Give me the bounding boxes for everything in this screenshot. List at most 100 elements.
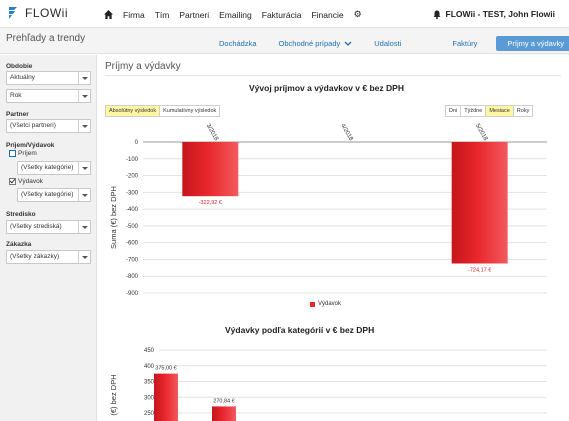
zakazka-label: Zákazka	[6, 241, 32, 248]
chevron-down-icon	[78, 90, 90, 102]
nav-emailing[interactable]: Emailing	[219, 9, 252, 20]
top-navbar: FLOWii Firma Tím Partneri Emailing Faktu…	[0, 0, 569, 28]
chart2-y-axis-label: (€) bez DPH	[109, 374, 118, 415]
vydavok-checkbox-row[interactable]: Výdavok	[9, 178, 43, 185]
chart1-y-tick-label: -800	[126, 274, 139, 280]
chart1-bar	[182, 142, 239, 197]
chart2-y-tick-label: 450	[144, 348, 155, 354]
flowii-logo-icon	[9, 7, 17, 19]
divider	[105, 75, 561, 76]
vydavok-category-select[interactable]: (Všetky kategórie)	[17, 188, 91, 202]
result-type-toggle: Absolútny výsledok Kumulatívny výsledok	[105, 105, 221, 117]
nav-tim[interactable]: Tím	[154, 9, 170, 20]
period-months-button[interactable]: Mesiace	[486, 105, 514, 117]
sub-header: Prehľady a trendy Dochádzka Obchodné prí…	[0, 28, 569, 54]
zakazka-select[interactable]: (Všetky zákazky)	[6, 250, 91, 264]
nav-partneri[interactable]: Partneri	[179, 9, 210, 20]
nav-financie[interactable]: Financie	[311, 9, 344, 20]
user-name: FLOWii - TEST, John Flowii	[445, 9, 555, 19]
period-days-button[interactable]: Dni	[445, 105, 462, 117]
stredisko-select[interactable]: (Všetky strediská)	[6, 220, 91, 234]
period-years-button[interactable]: Roky	[513, 105, 534, 117]
obdobie-unit-value: Rok	[10, 92, 22, 99]
chart2-y-tick-label: 350	[144, 380, 155, 386]
chart2-data-label: 375,00 €	[155, 366, 176, 372]
chart1-y-tick-label: -600	[126, 241, 139, 247]
prijem-checkbox-row[interactable]: Príjem	[9, 150, 37, 157]
prijem-vydavok-label: Príjem/Výdavok	[6, 142, 55, 149]
chart2-expenses-by-category: 450 400 350 300 250 (€) bez DPH 375,00 € 270,84…	[109, 348, 547, 421]
chart1-y-axis-label: Suma (€) bez DPH	[109, 186, 118, 249]
stredisko-label: Stredisko	[6, 211, 36, 218]
app-logo[interactable]: FLOWii	[8, 6, 68, 20]
chart1-y-tick-label: -900	[126, 291, 139, 297]
chart1-y-tick-label: 0	[135, 140, 139, 146]
cumulative-result-button[interactable]: Kumulatívny výsledok	[160, 105, 221, 117]
obdobie-select[interactable]: Aktuálny	[6, 71, 91, 85]
main-nav: Firma Tím Partneri Emailing Fakturácia F…	[104, 9, 362, 20]
app-name: FLOWii	[25, 6, 68, 20]
chevron-down-icon	[78, 251, 90, 263]
partner-select[interactable]: (Všetci partneri)	[6, 119, 91, 133]
nav-firma[interactable]: Firma	[123, 9, 145, 20]
chart1-y-tick-label: -400	[126, 207, 139, 213]
chart2-y-tick-label: 250	[144, 411, 155, 417]
obdobie-label: Obdobie	[6, 63, 33, 70]
nav-fakturacia[interactable]: Fakturácia	[261, 9, 302, 20]
tab-faktury[interactable]: Faktúry	[452, 39, 478, 48]
home-icon[interactable]	[104, 9, 113, 19]
section-title: Príjmy a výdavky	[105, 61, 181, 72]
chart2-data-label: 270,84 €	[213, 398, 234, 404]
zakazka-value: (Všetky zákazky)	[10, 253, 60, 260]
vydavok-label: Výdavok	[18, 178, 43, 185]
chart1-y-tick-label: -100	[126, 157, 139, 163]
chart1-y-tick-label: -700	[126, 257, 139, 263]
tab-prijmy-a-vydavky[interactable]: Príjmy a výdavky	[496, 36, 569, 51]
absolute-result-button[interactable]: Absolútny výsledok	[105, 105, 161, 117]
legend-label: Výdavok	[318, 301, 342, 307]
user-menu[interactable]: FLOWii - TEST, John Flowii	[433, 9, 555, 19]
gear-icon[interactable]: ⚙	[353, 9, 362, 19]
filter-sidebar: Obdobie Aktuálny Rok Partner (Všetci par…	[0, 55, 97, 421]
prijem-category-value: (Všetky kategórie)	[21, 164, 74, 171]
chevron-down-icon[interactable]	[344, 41, 352, 47]
prijem-category-select[interactable]: (Všetky kategórie)	[17, 161, 91, 175]
chart2-y-tick-label: 400	[144, 364, 155, 370]
chart2-bar	[154, 373, 178, 421]
main-content: Príjmy a výdavky Vývoj príjmov a výdavko…	[97, 55, 569, 421]
chart1-y-tick-label: -300	[126, 190, 139, 196]
chart1-y-tick-label: -200	[126, 174, 139, 180]
chart1-bar	[451, 142, 508, 264]
chart1-data-label: -322,92 €	[199, 200, 222, 206]
tab-udalosti[interactable]: Udalosti	[374, 39, 402, 48]
chart2-title: Výdavky podľa kategórií v € bez DPH	[225, 325, 375, 335]
prijem-label: Príjem	[18, 150, 37, 157]
report-tabs: Dochádzka Obchodné prípady Udalosti Fakt…	[219, 36, 569, 51]
chart1-title: Vývoj príjmov a výdavkov v € bez DPH	[249, 83, 404, 93]
period-toggle: Dni Týždne Mesiace Roky	[445, 105, 534, 117]
chart2-bar	[212, 406, 236, 421]
chart1-legend[interactable]: Výdavok	[310, 301, 341, 307]
tab-dochadzka[interactable]: Dochádzka	[219, 39, 257, 48]
vydavok-category-value: (Všetky kategórie)	[21, 191, 74, 198]
chart1-data-label: -724,17 €	[468, 267, 491, 273]
prijem-checkbox[interactable]	[9, 150, 16, 157]
legend-swatch	[310, 301, 315, 307]
obdobie-unit-select[interactable]: Rok	[6, 89, 91, 103]
chart1-y-tick-label: -500	[126, 224, 139, 230]
chevron-down-icon	[78, 120, 90, 132]
chevron-down-icon	[78, 162, 90, 174]
chevron-down-icon	[78, 189, 90, 201]
stredisko-value: (Všetky strediská)	[10, 223, 62, 230]
bell-icon[interactable]	[433, 10, 441, 19]
period-weeks-button[interactable]: Týždne	[461, 105, 487, 117]
chart1-expenses-trend: 0 -100 -200 -300 -400 -500 -600 -700 -800 -900 Sum…	[109, 123, 547, 297]
tab-obchodne-pripady[interactable]: Obchodné prípady	[278, 39, 341, 48]
chevron-down-icon	[78, 72, 90, 84]
chart2-y-tick-label: 300	[144, 395, 155, 401]
vydavok-checkbox[interactable]	[9, 178, 16, 185]
partner-value: (Všetci partneri)	[10, 122, 56, 129]
chevron-down-icon	[78, 221, 90, 233]
obdobie-value: Aktuálny	[10, 74, 35, 81]
page-title: Prehľady a trendy	[6, 33, 86, 44]
